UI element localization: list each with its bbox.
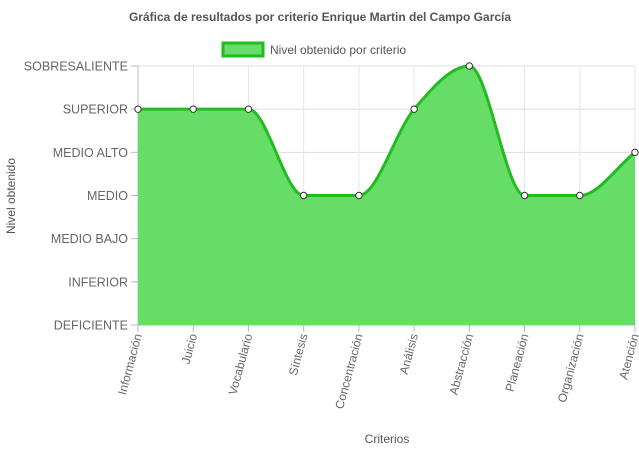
legend[interactable]: Nivel obtenido por criterio <box>221 41 406 58</box>
x-tick-label: Análisis <box>397 332 421 376</box>
x-tick-label: Información <box>115 332 145 396</box>
data-point[interactable] <box>134 105 142 113</box>
x-axis: Información Juicio Vocabulario Síntesis Conc… <box>115 325 639 411</box>
legend-label: Nivel obtenido por criterio <box>270 43 406 57</box>
x-tick-label: Síntesis <box>286 332 311 377</box>
data-point[interactable] <box>244 105 253 113</box>
data-point[interactable] <box>576 191 584 200</box>
y-tick-label: MEDIO <box>87 189 128 203</box>
x-axis-title: Criterios <box>365 432 410 446</box>
x-tick-label: Planeación <box>503 332 532 393</box>
y-axis-title: Nivel obtenido <box>4 158 18 234</box>
series-line <box>138 64 636 197</box>
data-points <box>134 62 639 200</box>
data-point[interactable] <box>299 191 308 200</box>
y-tick-label: SOBRESALIENTE <box>24 60 128 74</box>
y-tick-label: MEDIO ALTO <box>53 146 129 160</box>
series-area-fill <box>138 66 635 325</box>
data-point[interactable] <box>520 191 529 200</box>
y-tick-label: MEDIO BAJO <box>51 232 128 246</box>
y-tick-label: INFERIOR <box>68 275 128 289</box>
legend-swatch <box>221 41 265 58</box>
x-tick-label: Atención <box>616 332 639 381</box>
y-axis: DEFICIENTE INFERIOR MEDIO BAJO MEDIO MEDIO A… <box>24 60 138 333</box>
x-tick-label: Abstracción <box>446 332 476 396</box>
chart-title: Gráfica de resultados por criterio Enriq… <box>129 10 511 24</box>
data-point[interactable] <box>355 191 363 200</box>
x-tick-label: Vocabulario <box>226 332 256 397</box>
x-tick-label: Organización <box>555 332 587 404</box>
data-point[interactable] <box>189 105 197 113</box>
x-tick-label: Concentración <box>332 332 366 410</box>
data-point[interactable] <box>465 62 474 70</box>
x-tick-label: Juicio <box>179 332 201 366</box>
plot-area <box>138 64 636 325</box>
data-point[interactable] <box>410 105 418 113</box>
y-tick-label: DEFICIENTE <box>54 319 128 333</box>
y-tick-label: SUPERIOR <box>63 103 128 117</box>
data-point[interactable] <box>631 148 639 157</box>
